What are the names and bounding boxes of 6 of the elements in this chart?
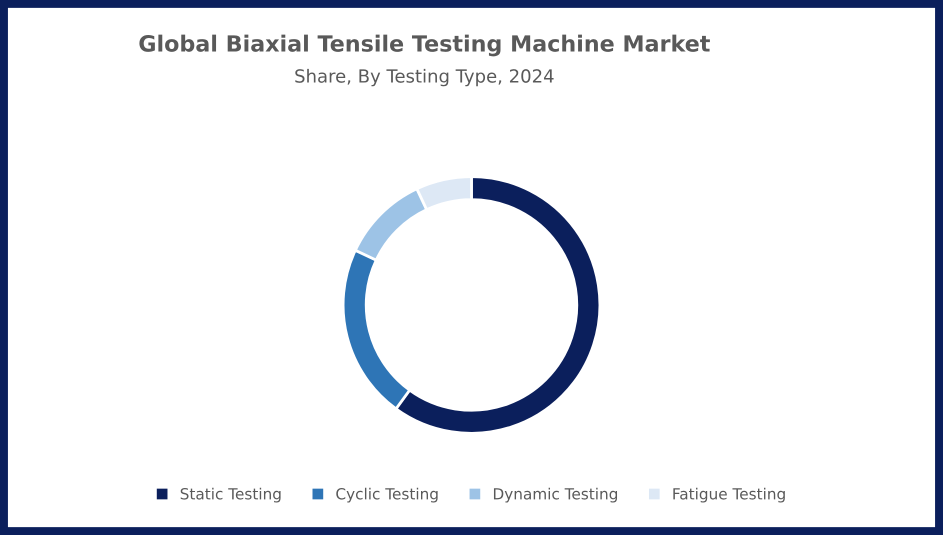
legend-label: Dynamic Testing	[494, 488, 618, 503]
chart-title: Global Biaxial Tensile Testing Machine Market	[139, 34, 710, 56]
chart-subtitle: Share, By Testing Type, 2024	[295, 68, 554, 86]
legend-label: Fatigue Testing	[673, 488, 785, 503]
legend-label: Static Testing	[180, 488, 281, 503]
legend-label: Cyclic Testing	[336, 488, 438, 503]
